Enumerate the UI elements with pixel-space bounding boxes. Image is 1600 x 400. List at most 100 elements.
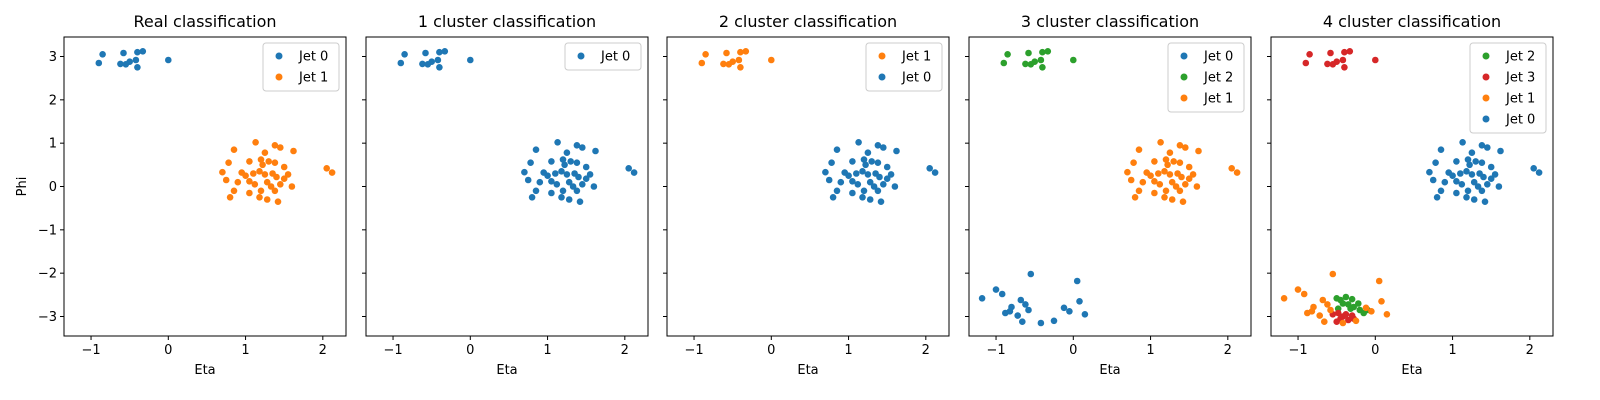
scatter-point	[1478, 142, 1486, 149]
scatter-point	[1463, 194, 1470, 201]
scatter-point	[1339, 300, 1347, 307]
scatter-point	[859, 168, 866, 175]
scatter-point	[554, 139, 561, 146]
legend-label: Jet 1	[1203, 92, 1233, 107]
legend-label: Jet 2	[1203, 71, 1233, 86]
scatter-point	[397, 59, 405, 67]
scatter-point	[548, 158, 555, 165]
scatter-point	[1131, 194, 1139, 201]
scatter-point	[1168, 178, 1176, 186]
scatter-point	[1484, 181, 1491, 188]
x-tick-label: 1	[241, 343, 249, 358]
legend-label: Jet 0	[1505, 113, 1535, 128]
x-tick-label: 2	[1224, 343, 1232, 358]
scatter-point	[833, 146, 841, 153]
scatter-point	[1155, 170, 1162, 177]
scatter-point	[1324, 301, 1331, 308]
scatter-point	[1127, 176, 1135, 184]
scatter-point	[702, 51, 709, 58]
y-tick-label: 1	[49, 137, 57, 152]
scatter-point	[1161, 168, 1168, 175]
scatter-point	[553, 181, 561, 188]
x-tick-label: −1	[684, 343, 703, 358]
scatter-point	[1339, 319, 1347, 327]
scatter-point	[1497, 147, 1504, 155]
scatter-point	[1166, 149, 1174, 156]
scatter-point	[579, 144, 586, 151]
chart-title: 4 cluster classification	[1323, 12, 1501, 31]
scatter-point	[1179, 198, 1187, 205]
legend: Jet 1 Jet 0	[865, 42, 943, 92]
scatter-point	[1185, 175, 1193, 182]
scatter-point	[563, 149, 571, 156]
scatter-point	[1470, 196, 1478, 203]
scatter-point	[1151, 178, 1158, 185]
scatter-point	[565, 178, 573, 186]
scatter-point	[120, 49, 127, 57]
x-tick-label: 1	[844, 343, 852, 358]
scatter-point	[1478, 159, 1486, 166]
scatter-point	[630, 169, 638, 176]
scatter-point	[877, 198, 885, 205]
legend-label: Jet 1	[1505, 92, 1535, 107]
scatter-point	[1027, 61, 1035, 68]
legend-label: Jet 2	[1505, 50, 1535, 65]
scatter-point	[257, 187, 265, 195]
scatter-point	[582, 163, 590, 171]
scatter-point	[874, 142, 882, 149]
scatter-point	[992, 286, 1000, 293]
scatter-point	[891, 183, 899, 190]
scatter-point	[1466, 161, 1473, 169]
axes-frame	[365, 36, 649, 337]
scatter-point	[290, 147, 297, 155]
scatter-point	[274, 198, 282, 205]
scatter-point	[1342, 311, 1350, 318]
scatter-point	[528, 194, 536, 201]
scatter-point	[1162, 156, 1170, 163]
scatter-point	[1333, 318, 1340, 326]
scatter-point	[1487, 175, 1495, 182]
legend-label: Jet 0	[901, 71, 931, 86]
scatter-point	[698, 59, 706, 67]
scatter-point	[1025, 306, 1032, 314]
legend-marker	[275, 52, 283, 60]
scatter-point	[251, 181, 259, 188]
scatter-point	[1073, 277, 1081, 285]
scatter-point	[1070, 56, 1077, 64]
scatter-point	[1457, 170, 1464, 177]
scatter-point	[1135, 187, 1143, 195]
scatter-point	[822, 168, 829, 176]
scatter-point	[1352, 317, 1360, 325]
scatter-point	[1060, 304, 1068, 312]
scatter-point	[737, 48, 744, 56]
scatter-points	[397, 48, 638, 205]
scatter-point	[1039, 48, 1046, 56]
scatter-point	[1341, 64, 1348, 71]
scatter-point	[1151, 189, 1158, 197]
scatter-point	[1019, 318, 1026, 326]
scatter-point	[880, 181, 887, 188]
scatter-point	[998, 290, 1006, 298]
scatter-point	[1468, 149, 1476, 156]
legend-marker	[1180, 94, 1188, 102]
scatter-point	[261, 149, 269, 156]
legend-box	[1469, 42, 1547, 134]
scatter-point	[263, 178, 271, 186]
scatter-point	[1348, 295, 1356, 303]
scatter-point	[582, 175, 590, 182]
x-tick-label: −1	[383, 343, 402, 358]
scatter-point	[552, 170, 559, 177]
x-tick-label: −1	[81, 343, 100, 358]
scatter-point	[1178, 173, 1185, 181]
legend: Jet 0 Jet 2 Jet 1	[1167, 42, 1245, 113]
panel-1: −1 0 1 2 −3 −2 −1 0 1 2 3 Real classification Eta Phi…	[15, 12, 347, 378]
scatter-point	[833, 187, 841, 195]
x-axis-label: Eta	[496, 363, 517, 378]
scatter-point	[592, 147, 599, 155]
scatter-point	[132, 56, 140, 64]
scatter-point	[261, 171, 269, 178]
scatter-point	[558, 168, 565, 175]
scatter-point	[117, 60, 124, 68]
